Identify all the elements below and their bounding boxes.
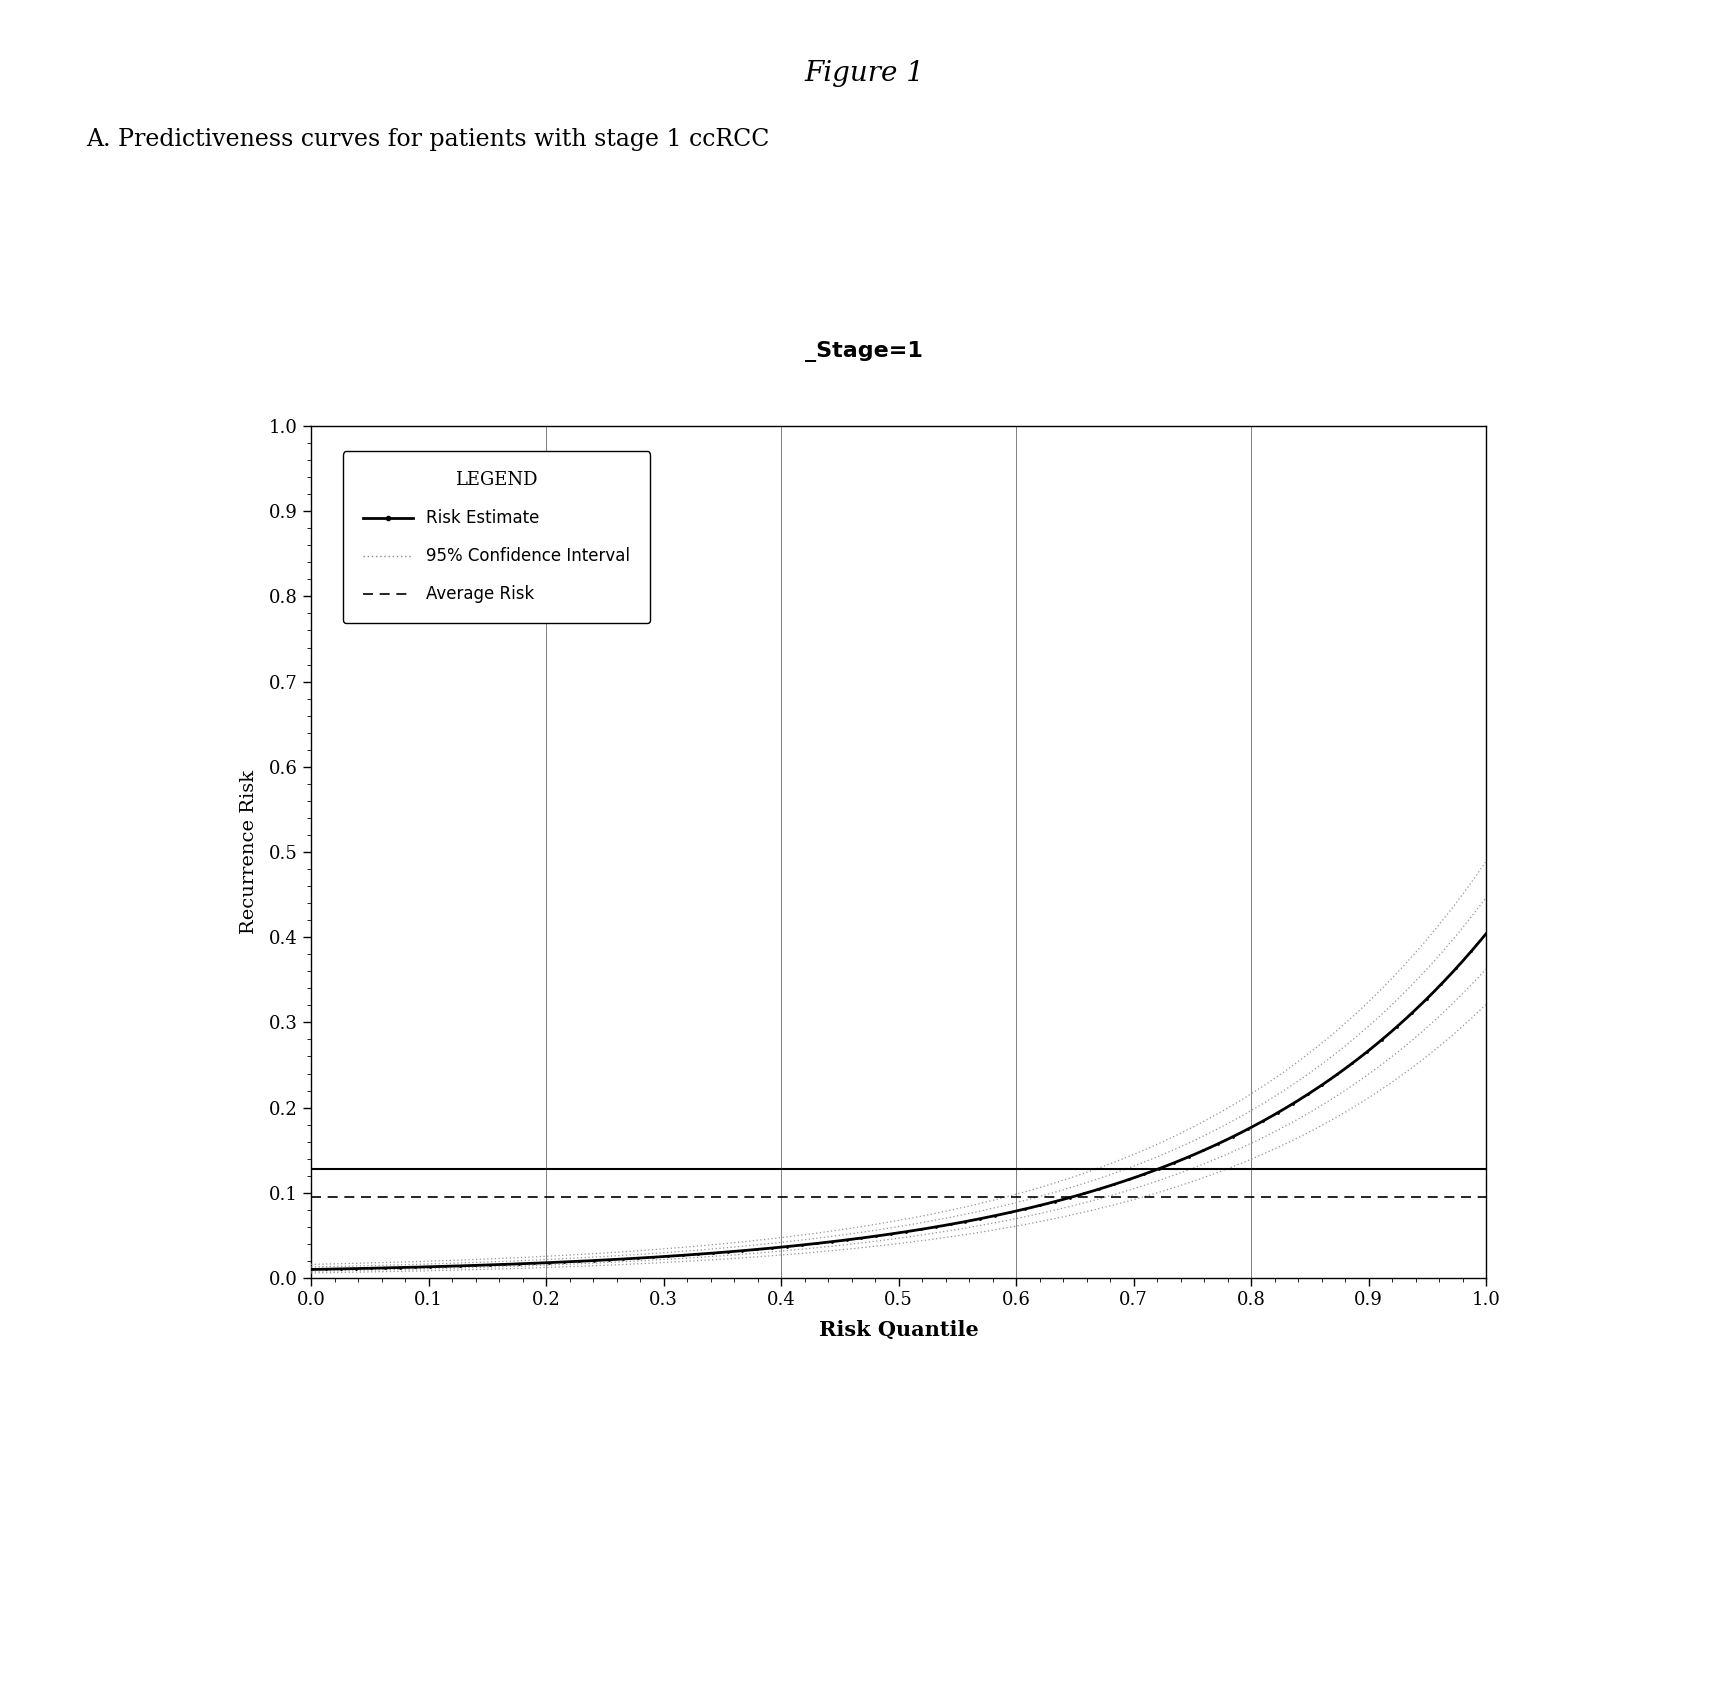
Text: _Stage=1: _Stage=1	[805, 341, 923, 361]
Text: A. Predictiveness curves for patients with stage 1 ccRCC: A. Predictiveness curves for patients wi…	[86, 128, 769, 150]
Y-axis label: Recurrence Risk: Recurrence Risk	[240, 770, 257, 934]
Legend: Risk Estimate, 95% Confidence Interval, Average Risk: Risk Estimate, 95% Confidence Interval, …	[342, 452, 650, 624]
Text: Figure 1: Figure 1	[804, 60, 924, 87]
X-axis label: Risk Quantile: Risk Quantile	[819, 1321, 978, 1341]
